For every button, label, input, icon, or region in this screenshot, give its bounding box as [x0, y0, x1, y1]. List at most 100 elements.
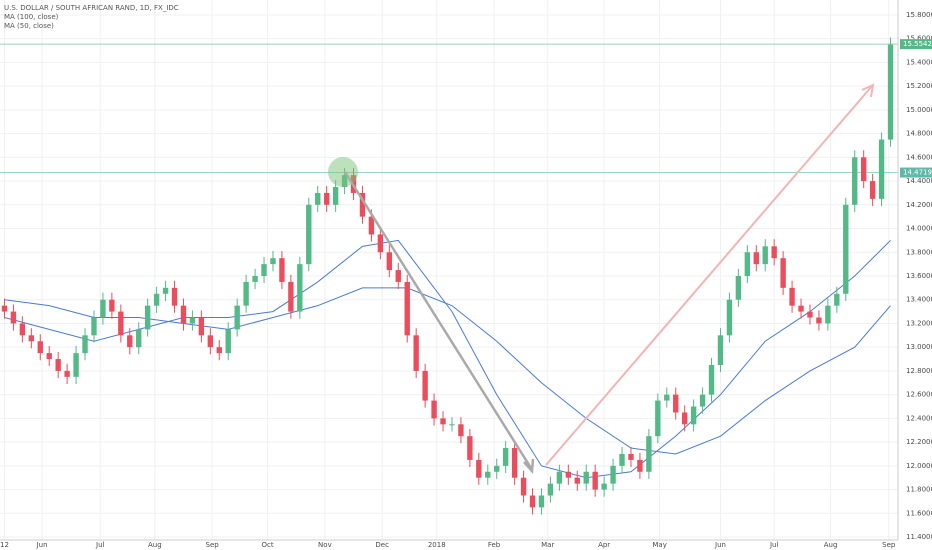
candle-body [655, 400, 661, 437]
candle-body [118, 311, 124, 336]
candle-body [547, 483, 554, 496]
candle-body [243, 281, 249, 306]
x-tick-label: Aug [824, 541, 838, 549]
candle-body [422, 370, 428, 401]
candle-body [332, 187, 339, 205]
candle-body [440, 418, 446, 425]
y-tick-label: 12.20000 [906, 438, 932, 446]
x-tick-label: Jun [36, 541, 48, 549]
candle-body [690, 406, 697, 425]
ma-line [4, 239, 891, 479]
y-tick-label: 15.80000 [906, 11, 932, 19]
candle-body [601, 483, 607, 490]
candle-body [798, 305, 804, 312]
candle-body [323, 192, 330, 205]
legend-item: MA (100, close) [4, 13, 59, 21]
candle-body [216, 347, 222, 354]
candle-body [511, 448, 518, 478]
x-tick-label: Dec [375, 541, 389, 549]
candle-body [162, 287, 169, 294]
y-tick-label: 14.40000 [906, 177, 932, 185]
y-tick-label: 13.20000 [906, 319, 932, 327]
candle-body [144, 305, 151, 330]
candle-body [771, 246, 777, 259]
candle-body [717, 335, 724, 365]
candle-body [485, 471, 491, 478]
candle-body [852, 157, 858, 205]
y-tick-label: 15.40000 [906, 58, 932, 66]
candle-body [136, 329, 142, 348]
candle-body [431, 400, 437, 419]
candle-body [368, 216, 375, 235]
highlight-circle [328, 157, 358, 187]
x-tick-label: Apr [598, 541, 610, 549]
candle-body [127, 335, 133, 348]
candle-body [780, 258, 786, 288]
y-tick-label: 11.80000 [906, 486, 932, 494]
candle-body [869, 181, 876, 199]
x-tick-label: Sep [882, 541, 896, 549]
candle-body [476, 459, 482, 478]
candle-body [82, 335, 88, 354]
candle-body [315, 192, 321, 205]
y-tick-label: 11.60000 [906, 509, 932, 517]
candle-body [825, 305, 831, 324]
candle-body [153, 293, 160, 306]
candle-body [55, 359, 61, 371]
candle-body [556, 471, 563, 484]
candle-body [297, 264, 303, 312]
candle-body [860, 157, 867, 182]
y-tick-label: 12.80000 [906, 367, 932, 375]
down-arrowhead [523, 458, 535, 475]
candle-body [699, 394, 706, 407]
candle-body [673, 394, 679, 413]
candle-body [574, 477, 580, 484]
candle-body [189, 317, 196, 324]
candle-body [207, 335, 214, 348]
y-tick-label: 14.80000 [906, 130, 932, 138]
x-tick-label: Jul [95, 541, 105, 549]
candle-body [1, 305, 8, 312]
candle-body [377, 234, 384, 253]
candle-body [467, 436, 473, 460]
candles [1, 37, 894, 515]
candle-body [359, 192, 366, 217]
candle-body [789, 287, 795, 306]
y-tick-label: 12.00000 [906, 462, 932, 470]
candle-body [762, 246, 768, 265]
candle-body [538, 495, 545, 508]
moving-averages [4, 239, 891, 479]
candle-body [46, 353, 52, 360]
candle-body [726, 299, 733, 336]
candle-body [100, 299, 106, 318]
candle-body [834, 293, 840, 306]
candle-body [816, 317, 822, 324]
ma-line [4, 287, 891, 455]
x-tick-label: May [652, 541, 666, 549]
candle-body [502, 448, 509, 466]
candle-body [592, 471, 598, 490]
candle-body [843, 204, 849, 294]
x-tick-label: Oct [262, 541, 274, 549]
candle-body [171, 287, 178, 306]
y-tick-label: 12.40000 [906, 414, 932, 422]
candle-body [91, 317, 97, 336]
candle-body [681, 412, 688, 425]
x-tick-label: 2018 [428, 541, 446, 549]
x-tick-label: 12 [0, 541, 9, 549]
candle-body [404, 281, 410, 336]
candle-body [252, 275, 258, 282]
candle-body [529, 495, 536, 508]
candle-body [279, 258, 285, 282]
x-tick-label: Jul [769, 541, 779, 549]
candle-body [109, 299, 115, 312]
y-tick-label: 15.60000 [906, 35, 932, 43]
candle-body [494, 465, 500, 472]
candle-body [753, 252, 759, 265]
candle-body [261, 264, 267, 276]
candle-body [306, 204, 312, 265]
candle-body [610, 465, 616, 484]
candle-body [10, 311, 17, 324]
